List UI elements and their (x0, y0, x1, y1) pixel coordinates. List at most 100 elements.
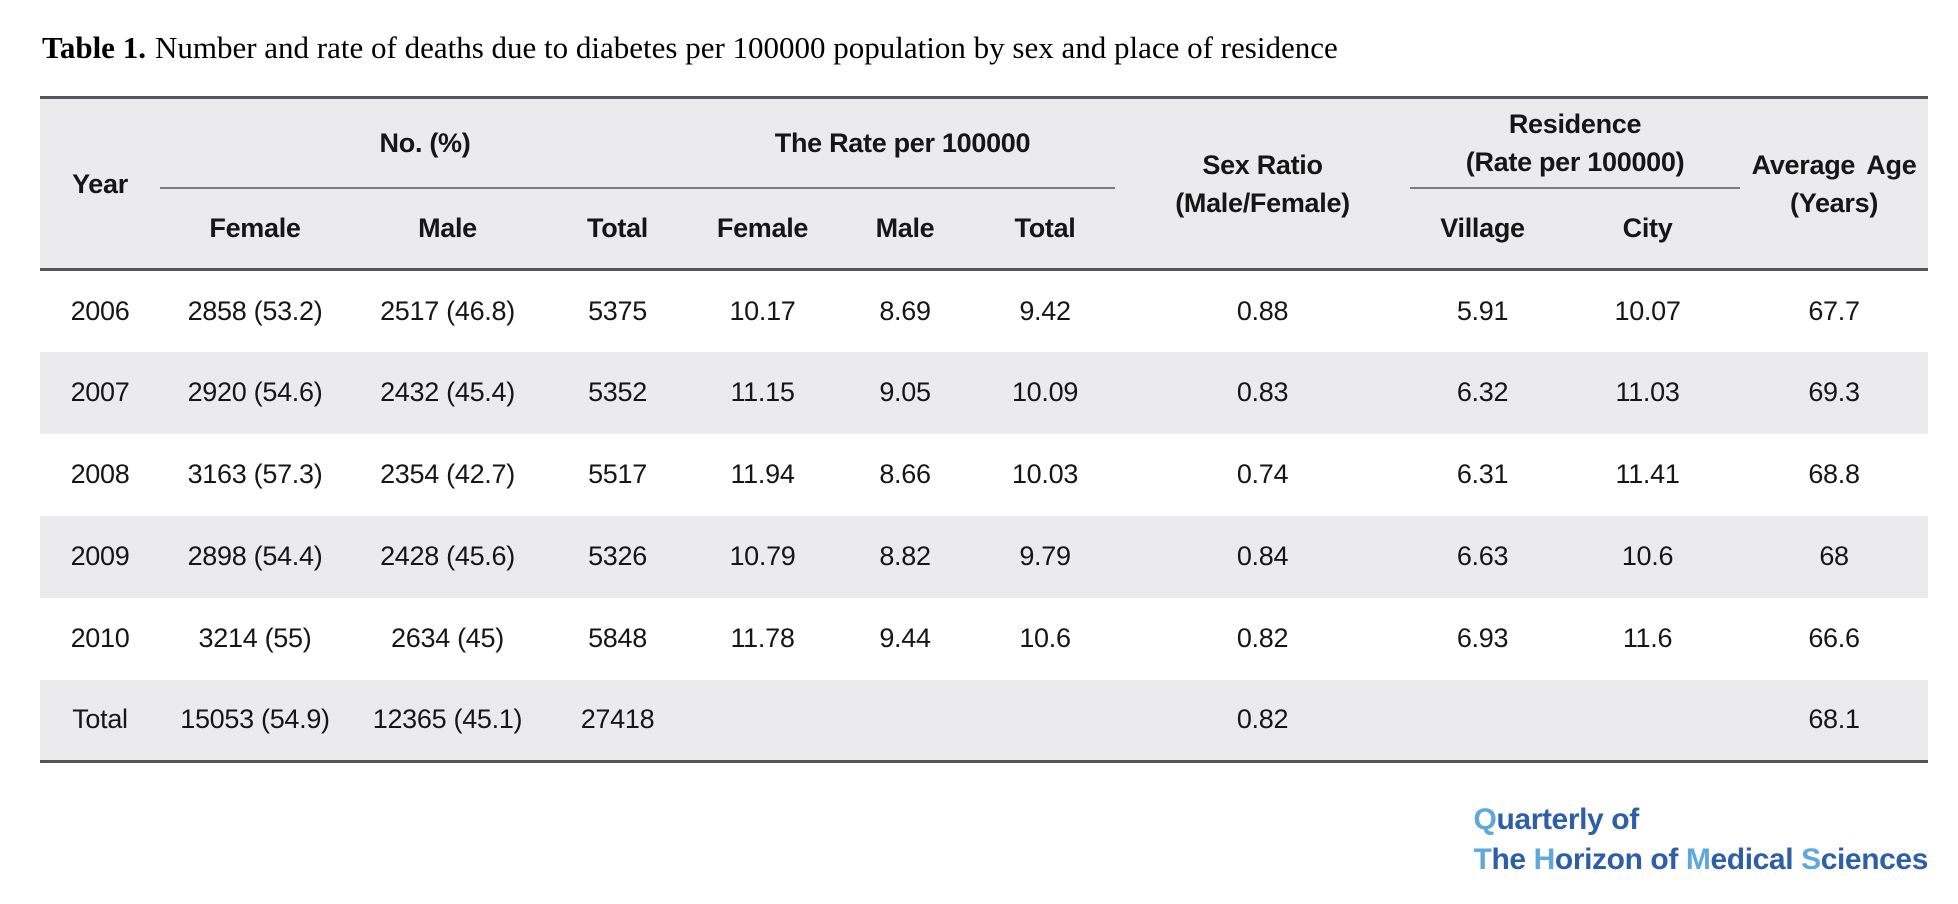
table-row: 2006 2858 (53.2) 2517 (46.8) 5375 10.17 8.69 9… (40, 270, 1928, 352)
cell-rate-female: 11.78 (730, 623, 795, 653)
cell-city: 11.41 (1615, 459, 1680, 489)
cell-village: 6.63 (1456, 541, 1509, 571)
journal-logo: Quarterly of The Horizon of Medical Scie… (1473, 800, 1929, 880)
cell-average-age: 68.8 (1808, 459, 1860, 489)
cell-village (1410, 680, 1555, 762)
cell-no-total: 5326 (588, 541, 647, 571)
cell-no-male: 2634 (45) (391, 623, 504, 653)
cell-village: 5.91 (1456, 295, 1509, 326)
cell-sex-ratio: 0.84 (1236, 541, 1289, 571)
cell-no-total: 5517 (588, 459, 647, 489)
logo-letter-segment: H (1533, 843, 1556, 876)
table-header: Year No. (%) The Rate per 100000 Sex Rat… (40, 97, 1929, 271)
cell-rate-total: 10.6 (1019, 623, 1071, 653)
col-header-average-age: Average Age (Years) (1740, 97, 1929, 271)
table-caption-label: Table 1. (42, 30, 146, 65)
cell-village: 6.93 (1456, 623, 1509, 653)
cell-no-total: 5352 (588, 377, 647, 407)
cell-no-total: 27418 (580, 704, 655, 735)
cell-no-female: 3214 (55) (198, 623, 312, 653)
subheader-city: City (1555, 187, 1741, 271)
cell-average-age: 66.6 (1808, 623, 1860, 653)
average-age-label-line1: Average Age (1751, 149, 1917, 180)
page: Table 1. Number and rate of deaths due to… (40, 30, 1929, 763)
cell-city: 10.6 (1621, 541, 1674, 571)
table-caption: Table 1. Number and rate of deaths due to… (42, 30, 1928, 66)
residence-label-line1: Residence (1508, 108, 1642, 139)
logo-letter-segment: he (1491, 843, 1534, 876)
cell-year: 2006 (70, 295, 130, 326)
table-body: 2006 2858 (53.2) 2517 (46.8) 5375 10.17 8.69 9… (40, 270, 1929, 762)
cell-sex-ratio: 0.74 (1236, 459, 1289, 489)
cell-village: 6.32 (1456, 377, 1509, 407)
sex-ratio-label-line2: (Male/Female) (1175, 187, 1350, 218)
table-row: Total 15053 (54.9) 12365 (45.1) 27418 0.82 68… (40, 679, 1929, 762)
cell-no-male: 2432 (45.4) (380, 377, 515, 407)
group-header-no-pct: No. (%) (160, 97, 690, 189)
cell-rate-total: 9.42 (1019, 295, 1071, 326)
table-caption-text: Number and rate of deaths due to diabete… (154, 30, 1338, 65)
logo-letter-segment: ciences (1820, 843, 1929, 876)
cell-sex-ratio: 0.82 (1236, 704, 1289, 735)
cell-rate-total: 10.09 (1011, 377, 1079, 407)
logo-letter-segment: orizon of (1554, 843, 1686, 876)
subheader-rate-male: Male (835, 187, 975, 271)
logo-line-2: The Horizon of Medical Sciences (1473, 840, 1929, 880)
cell-year: 2007 (70, 377, 130, 407)
average-age-label-line2: (Years) (1790, 187, 1879, 218)
table-row: 2010 3214 (55) 2634 (45) 5848 11.78 9.44 10.6 0… (40, 598, 1928, 680)
cell-city: 11.6 (1622, 623, 1673, 653)
cell-average-age: 67.7 (1808, 295, 1860, 326)
subheader-rate-total: Total (975, 187, 1116, 271)
logo-line-1: Quarterly of (1474, 800, 1928, 840)
cell-no-total: 5848 (588, 623, 647, 653)
logo-letter-segment: M (1685, 843, 1711, 876)
residence-label-line2: (Rate per 100000) (1465, 146, 1685, 177)
subheader-village: Village (1410, 187, 1556, 271)
subheader-rate-female: Female (690, 187, 835, 271)
cell-city: 11.03 (1615, 377, 1680, 407)
cell-year: 2010 (70, 623, 130, 653)
cell-year: Total (72, 704, 128, 735)
cell-rate-female: 10.17 (729, 295, 796, 326)
cell-average-age: 68 (1819, 541, 1849, 571)
cell-no-total: 5375 (588, 295, 647, 326)
header-group-row: Year No. (%) The Rate per 100000 Sex Rat… (40, 97, 1929, 271)
cell-rate-male: 8.69 (879, 295, 931, 326)
cell-no-male: 12365 (45.1) (372, 704, 523, 735)
cell-average-age: 68.1 (1808, 704, 1860, 735)
logo-letter-segment: S (1801, 843, 1821, 876)
logo-letter-segment: T (1473, 843, 1492, 876)
subheader-no-total: Total (545, 187, 690, 271)
cell-rate-female: 10.79 (729, 541, 796, 571)
cell-city: 10.07 (1614, 295, 1681, 326)
cell-year: 2009 (70, 541, 130, 571)
cell-sex-ratio: 0.83 (1236, 377, 1289, 407)
cell-rate-male: 9.05 (879, 377, 931, 407)
cell-rate-total (975, 680, 1115, 762)
col-header-sex-ratio: Sex Ratio (Male/Female) (1115, 97, 1411, 271)
cell-rate-female: 11.94 (730, 459, 795, 489)
col-header-year: Year (40, 97, 160, 271)
cell-rate-male: 8.82 (879, 541, 931, 571)
subheader-no-male: Male (350, 187, 545, 271)
table-row: 2009 2898 (54.4) 2428 (45.6) 5326 10.79 8.82 9… (40, 515, 1929, 598)
cell-no-male: 2354 (42.7) (380, 459, 515, 489)
subheader-no-female: Female (160, 187, 350, 271)
cell-rate-male (835, 680, 975, 762)
cell-rate-female (690, 680, 835, 762)
logo-letter-segment: Q (1473, 803, 1497, 836)
cell-sex-ratio: 0.88 (1236, 295, 1289, 326)
cell-no-female: 3163 (57.3) (187, 459, 323, 489)
cell-rate-male: 9.44 (879, 623, 931, 653)
cell-no-male: 2428 (45.6) (380, 541, 515, 571)
table-row: 2008 3163 (57.3) 2354 (42.7) 5517 11.94 8.66 1… (40, 434, 1928, 516)
logo-letter-segment: uarterly of (1496, 803, 1639, 836)
cell-city (1555, 680, 1740, 762)
table-row: 2007 2920 (54.6) 2432 (45.4) 5352 11.15 9.05 1… (40, 351, 1929, 434)
group-header-rate: The Rate per 100000 (690, 97, 1116, 189)
cell-rate-total: 9.79 (1019, 541, 1071, 571)
cell-no-female: 2898 (54.4) (187, 541, 323, 571)
cell-sex-ratio: 0.82 (1236, 623, 1289, 653)
logo-letter-segment: edical (1710, 843, 1802, 876)
